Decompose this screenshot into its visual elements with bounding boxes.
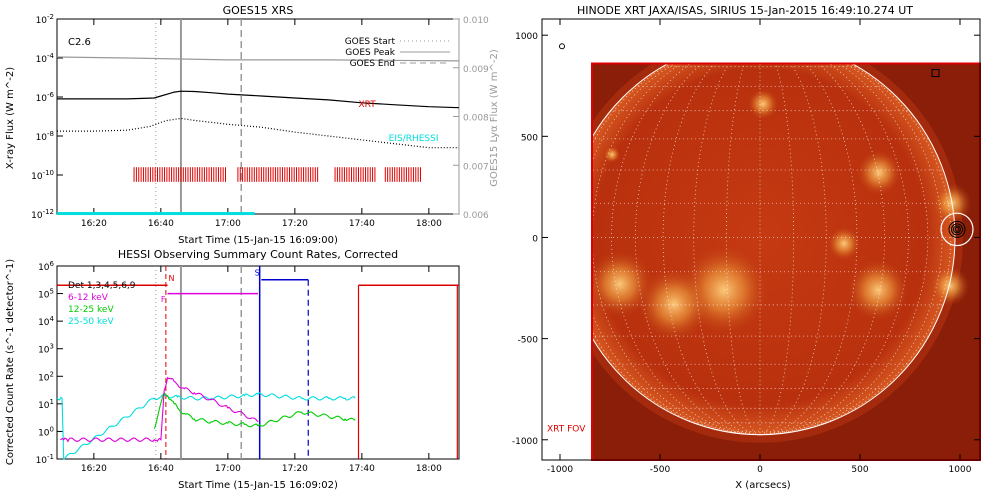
- xrt-y-tick-label: 1000: [515, 32, 538, 42]
- xrt-flare-contour: [951, 223, 963, 236]
- hessi-legend: Det 1,3,4,5,6,9 6-12 keV 12-25 keV 25-50…: [68, 281, 136, 327]
- hessi-legend-6-12: 6-12 keV: [68, 293, 109, 303]
- hessi-legend-detectors: Det 1,3,4,5,6,9: [68, 281, 136, 291]
- xrt-heliographic-grid: [592, 63, 955, 436]
- hessi-x-tick-label: 17:00: [215, 464, 241, 474]
- hessi-x-tick-label: 16:20: [81, 464, 107, 474]
- goes-right-tick-label: 0.008: [463, 114, 489, 124]
- hessi-series-line-1: [153, 391, 356, 429]
- xrt-image-panel: HINODE XRT JAXA/ISAS, SIRIUS 15-Jan-2015…: [512, 4, 981, 491]
- xrt-xlabel: X (arcsecs): [735, 480, 791, 491]
- goes-ylabel-right: GOES15 Lyα Flux (W m^-2): [489, 49, 500, 187]
- goes-title: GOES15 XRS: [223, 4, 294, 17]
- goes-xrt-label: XRT: [359, 100, 377, 110]
- xrt-longitude-line: [759, 63, 952, 436]
- xrt-longitude-line: [725, 63, 761, 436]
- xrt-title: HINODE XRT JAXA/ISAS, SIRIUS 15-Jan-2015…: [577, 4, 913, 17]
- hessi-flag-n: N: [169, 274, 175, 283]
- goes-plot-area: 16:20 16:40 17:00 17:20 17:40 18:0010-210-410…: [31, 13, 489, 229]
- goes-right-tick-label: 0.010: [463, 16, 489, 26]
- goes-series-line-1: [57, 117, 459, 149]
- xrt-fov-label: XRT FOV: [547, 425, 586, 435]
- hessi-x-tick-label: 17:20: [282, 464, 308, 474]
- xrt-bright-region: [856, 150, 902, 196]
- xrt-flare-contour: [954, 226, 960, 232]
- goes-right-tick-label: 0.009: [463, 65, 489, 75]
- xrt-longitude-line: [759, 63, 909, 436]
- xrt-image: [592, 63, 980, 461]
- goes-right-tick-label: 0.007: [463, 162, 489, 172]
- xrt-longitude-line: [759, 63, 795, 436]
- goes-x-tick-label: 17:20: [282, 219, 308, 229]
- xrt-small-circle-marker: [559, 43, 565, 50]
- hessi-x-tick-label: 16:40: [148, 464, 174, 474]
- xrt-bright-region: [747, 88, 779, 120]
- xrt-x-tick-label: 1000: [949, 465, 972, 475]
- xrt-y-tick-label: -500: [518, 336, 539, 346]
- xrt-longitude-line: [611, 63, 761, 436]
- xrt-flare-circle: [940, 212, 974, 247]
- hessi-series-line-2: [56, 392, 356, 460]
- xrt-plot-area: XRT FOV -1000 -500 0 500 1000 1000 500 0 -500 -100…: [512, 18, 981, 475]
- goes-legend-end-label: GOES End: [350, 59, 395, 69]
- goes-legend-peak-label: GOES Peak: [345, 48, 395, 58]
- hessi-flag-f: F: [161, 295, 166, 304]
- hessi-title: HESSI Observing Summary Count Rates, Cor…: [118, 248, 398, 261]
- xrt-x-tick-label: -500: [650, 465, 671, 475]
- goes-legend-start-label: GOES Start: [345, 37, 396, 47]
- hessi-series-line-0: [60, 376, 259, 443]
- hessi-legend-25-50: 25-50 keV: [68, 317, 114, 327]
- xrt-bright-region: [827, 226, 861, 261]
- xrt-x-tick-label: 0: [757, 465, 763, 475]
- goes-right-tick-label: 0.006: [463, 211, 489, 221]
- xrt-x-tick-label: 500: [851, 465, 868, 475]
- goes-ylabel: X-ray Flux (W m^-2): [5, 67, 16, 169]
- xrt-x-tick-label: -1000: [547, 465, 573, 475]
- hessi-count-rate-panel: HESSI Observing Summary Count Rates, Cor…: [5, 248, 460, 491]
- goes-x-tick-label: 16:20: [81, 219, 107, 229]
- xrt-bright-region: [930, 266, 970, 306]
- goes-eis-label: EIS/RHESSI: [389, 134, 439, 144]
- goes-xlabel: Start Time (15-Jan-15 16:09:00): [178, 235, 338, 246]
- goes-x-tick-label: 17:40: [349, 219, 375, 229]
- goes-x-tick-label: 17:00: [215, 219, 241, 229]
- hessi-ylabel: Corrected Count Rate (s^-1 detector^-1): [5, 259, 16, 465]
- goes-x-tick-label: 18:00: [416, 219, 442, 229]
- hessi-x-tick-label: 18:00: [416, 464, 442, 474]
- xrt-y-tick-label: -1000: [512, 437, 538, 447]
- hessi-legend-12-25: 12-25 keV: [68, 305, 114, 315]
- xrt-bright-region: [603, 146, 621, 164]
- xrt-bright-region: [847, 258, 909, 322]
- goes-xrs-panel: GOES15 XRS Start Time (15-Jan-15 16:09:0…: [5, 4, 500, 246]
- goes-x-tick-label: 16:40: [148, 219, 174, 229]
- goes-flare-class: C2.6: [68, 37, 91, 48]
- goes-series-line-0: [57, 90, 460, 109]
- xrt-flare-contour: [953, 225, 961, 234]
- hessi-flag-s: S: [255, 269, 260, 278]
- hessi-frame: [56, 265, 460, 460]
- goes-legend: GOES Start GOES Peak GOES End: [345, 37, 450, 69]
- goes-series-line-2: [56, 56, 460, 62]
- hessi-x-tick-label: 17:40: [349, 464, 375, 474]
- xrt-longitude-line: [592, 63, 761, 436]
- xrt-bright-region: [637, 267, 711, 342]
- xrt-y-tick-label: 0: [532, 234, 538, 244]
- xrt-flare-contour: [948, 220, 966, 238]
- xrt-frame: [541, 18, 981, 461]
- xrt-small-box-marker: [931, 69, 940, 78]
- goes-eis-observation-bar: [57, 212, 255, 216]
- hessi-xlabel: Start Time (15-Jan-15 16:09:02): [178, 480, 338, 491]
- xrt-y-tick-label: 500: [521, 133, 538, 143]
